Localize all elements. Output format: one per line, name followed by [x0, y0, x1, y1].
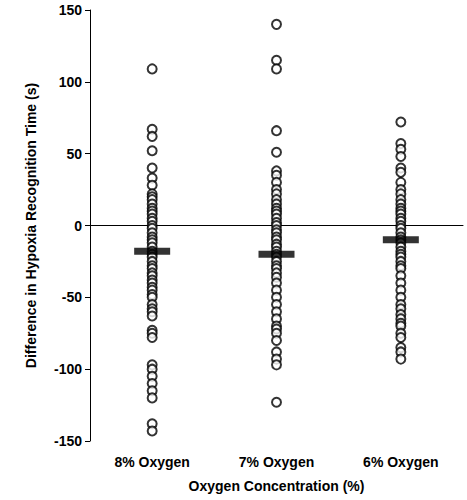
- svg-text:Difference in Hypoxia Recognit: Difference in Hypoxia Recognition Time (…: [23, 83, 39, 368]
- svg-text:6% Oxygen: 6% Oxygen: [363, 454, 438, 470]
- svg-text:100: 100: [59, 74, 83, 90]
- svg-text:150: 150: [59, 2, 83, 18]
- svg-text:8% Oxygen: 8% Oxygen: [114, 454, 189, 470]
- svg-text:0: 0: [74, 218, 82, 234]
- svg-text:50: 50: [66, 146, 82, 162]
- svg-text:Oxygen Concentration (%): Oxygen Concentration (%): [189, 478, 365, 494]
- svg-text:7% Oxygen: 7% Oxygen: [239, 454, 314, 470]
- svg-text:-150: -150: [54, 433, 82, 449]
- svg-text:-100: -100: [54, 361, 82, 377]
- svg-text:-50: -50: [62, 289, 82, 305]
